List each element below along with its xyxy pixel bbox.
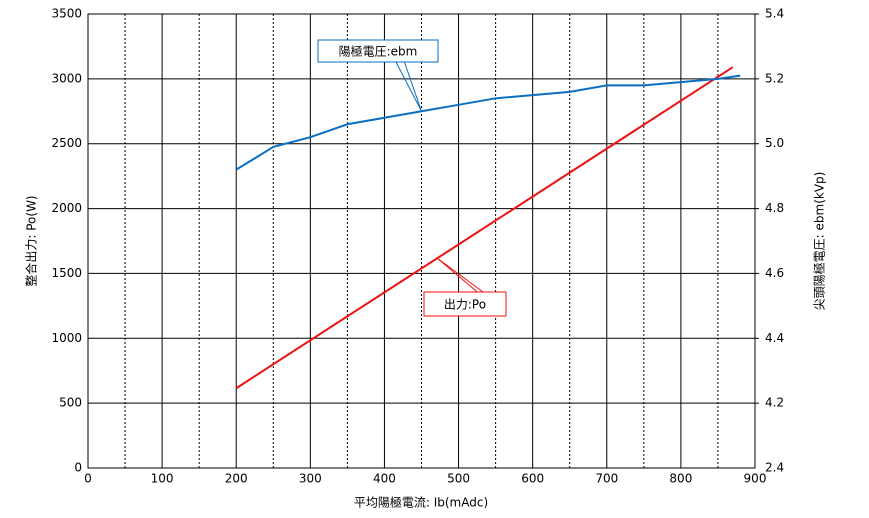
x-tick-label: 0	[84, 472, 92, 486]
x-axis-title: 平均陽極電流: Ib(mAdc)	[354, 495, 488, 510]
x-tick-label: 500	[447, 472, 470, 486]
callout-leader	[395, 61, 422, 112]
callout-leader	[436, 257, 478, 293]
callout-leader	[403, 61, 422, 112]
x-tick-label: 900	[744, 472, 767, 486]
y2-tick-label: 5.4	[765, 7, 784, 21]
series-label: 陽極電圧:ebm	[339, 44, 418, 59]
y2-tick-label: 4.4	[765, 331, 784, 345]
x-tick-label: 100	[151, 472, 174, 486]
y2-break-label: 2.4	[765, 461, 784, 475]
callout-box	[423, 291, 507, 317]
x-tick-label: 800	[669, 472, 692, 486]
x-tick-label: 200	[225, 472, 248, 486]
plot-frame	[87, 13, 756, 469]
y2-tick-label: 4.2	[765, 396, 784, 410]
data-line	[235, 66, 734, 390]
callout-leader	[436, 257, 484, 293]
y2-tick-label: 5.2	[765, 71, 784, 85]
y2-tick-label: 4.8	[765, 201, 784, 215]
y-axis-title: 整合出力: Po(W)	[24, 195, 39, 286]
data-line	[235, 74, 741, 171]
y-tick-label: 1500	[51, 266, 82, 280]
x-tick-label: 600	[521, 472, 544, 486]
y2-tick-label: 4.6	[765, 266, 784, 280]
y-tick-label: 2500	[51, 136, 82, 150]
x-tick-label: 700	[595, 472, 618, 486]
x-tick-label: 300	[299, 472, 322, 486]
y2-tick-label: 5.0	[765, 136, 784, 150]
y-tick-label: 3500	[51, 7, 82, 21]
y-tick-label: 1000	[51, 331, 82, 345]
y-tick-label: 2000	[51, 201, 82, 215]
x-tick-label: 400	[373, 472, 396, 486]
series-label: 出力:Po	[444, 298, 486, 312]
y-tick-label: 3000	[51, 71, 82, 85]
y2-axis-title: 尖頭陽極電圧: ebm(kVp)	[812, 172, 827, 311]
y-tick-label: 0	[74, 461, 82, 475]
callout-box	[317, 39, 439, 63]
y-tick-label: 500	[59, 396, 82, 410]
